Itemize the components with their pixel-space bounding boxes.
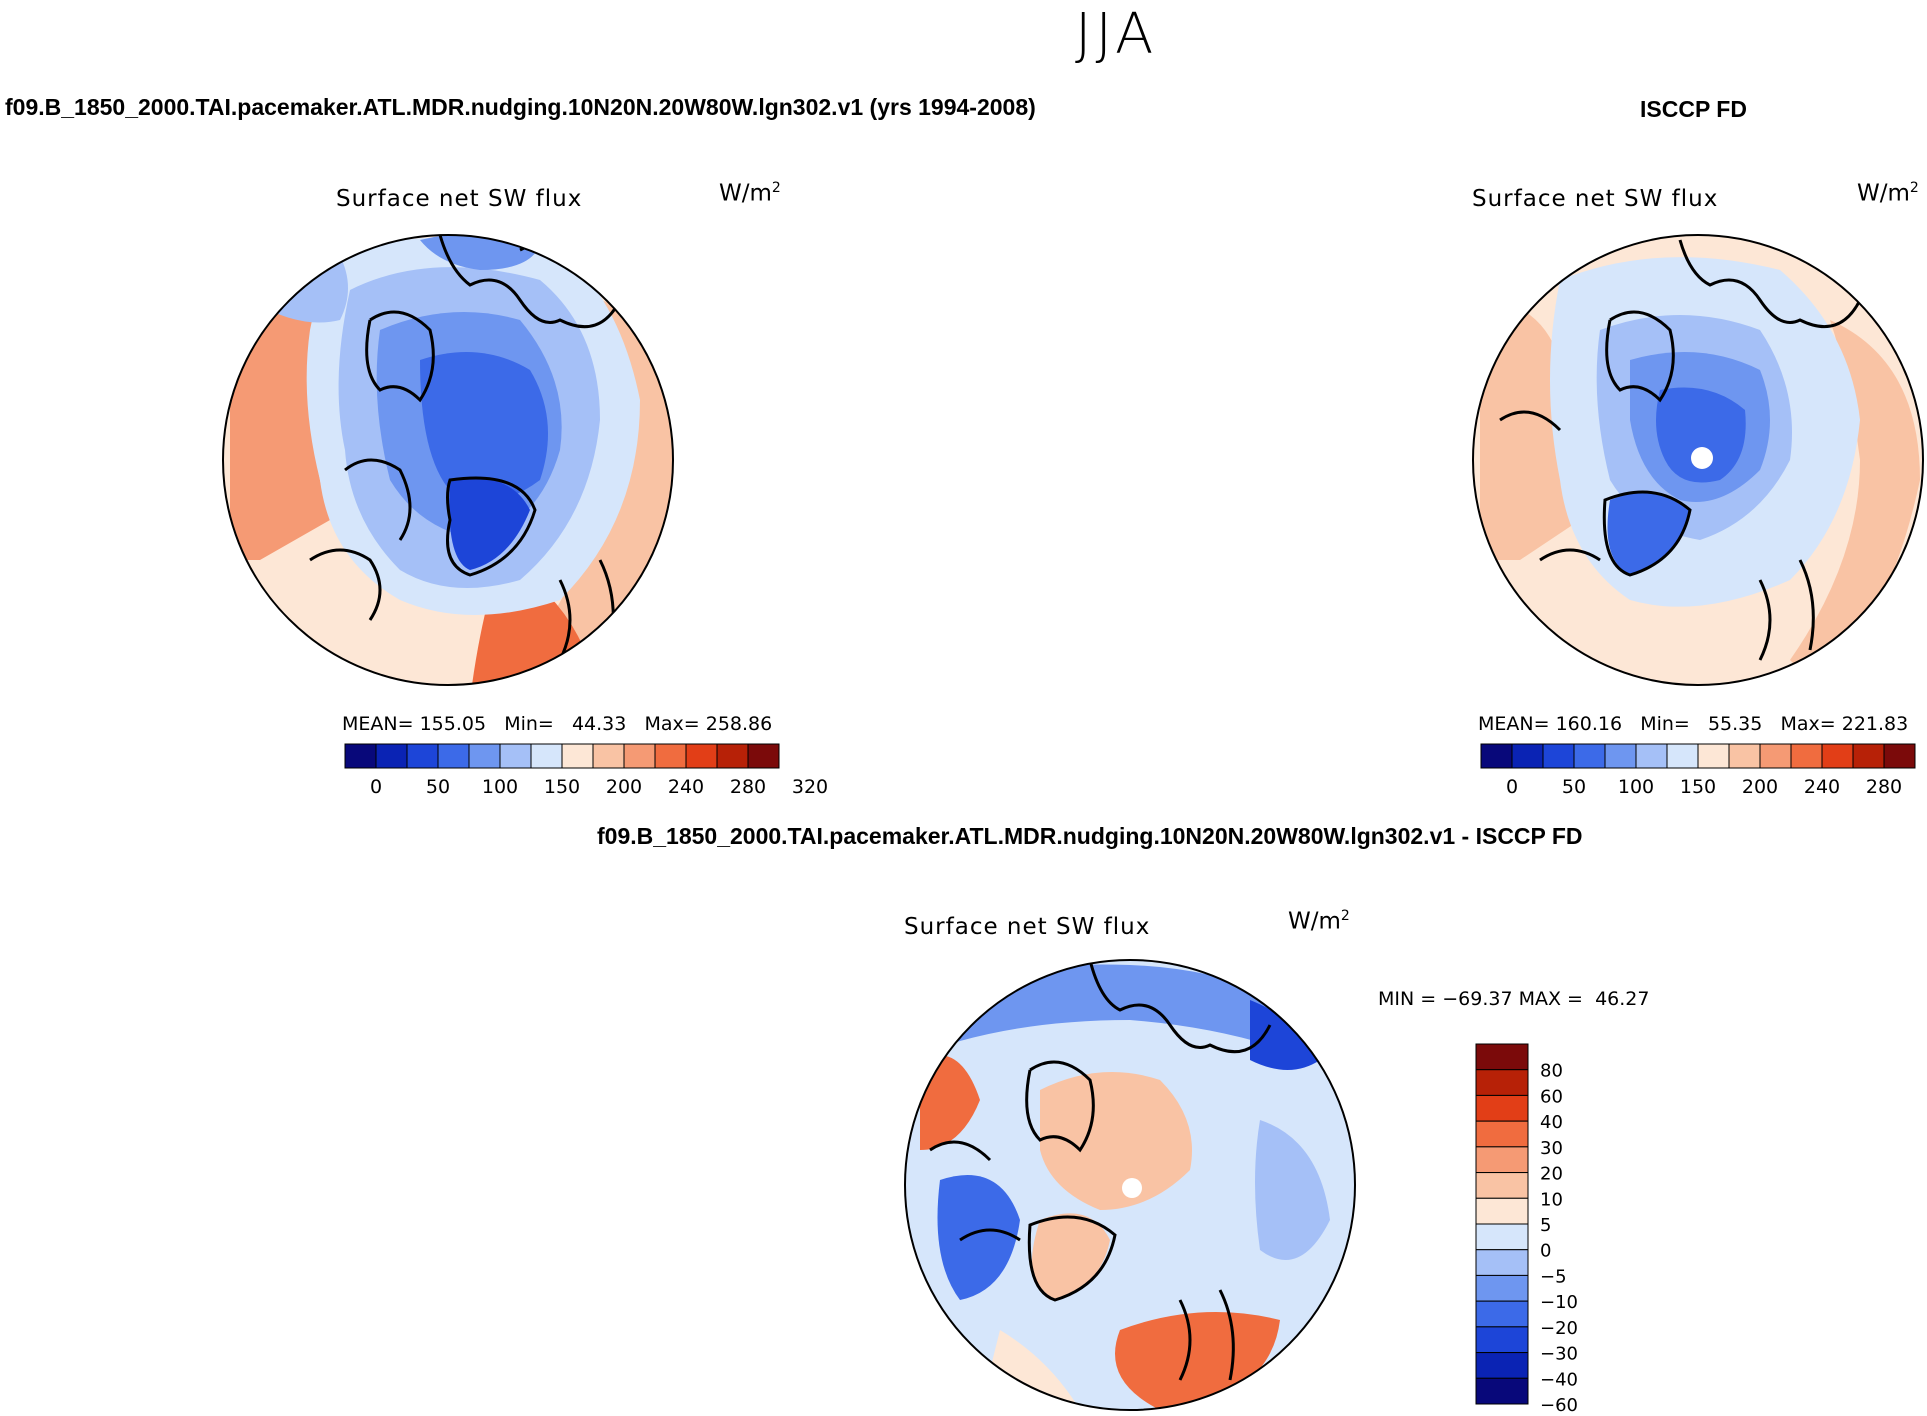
colorbar-tick-label: 80	[1540, 1061, 1563, 1082]
colorbar-tick-label: 10	[1540, 1189, 1563, 1210]
colorbar-swatch	[344, 743, 377, 769]
colorbar-tick-label: 0	[370, 776, 382, 798]
colorbar-swatch	[1697, 743, 1730, 769]
colorbar-tick-label: −5	[1540, 1266, 1567, 1287]
colorbar-swatch	[1480, 743, 1513, 769]
colorbar-swatch	[1573, 743, 1606, 769]
colorbar-swatch	[716, 743, 749, 769]
colorbar-swatch	[747, 743, 780, 769]
colorbar-swatch	[592, 743, 625, 769]
colorbar-swatch	[1511, 743, 1544, 769]
colorbar-swatch	[1604, 743, 1637, 769]
colorbar-swatch	[1475, 1300, 1529, 1328]
colorbar-swatch	[1475, 1094, 1529, 1122]
colorbar-tick-label: 100	[482, 776, 518, 798]
colorbar-tick-label: 320	[792, 776, 828, 798]
left-polar-map	[223, 235, 673, 685]
right-map-border	[1472, 234, 1924, 686]
colorbar-swatch	[1883, 743, 1916, 769]
colorbar-swatch	[1475, 1043, 1529, 1071]
colorbar-swatch	[561, 743, 594, 769]
colorbar-swatch	[654, 743, 687, 769]
colorbar-tick-label: 0	[1540, 1241, 1551, 1262]
diff-units: W/m2	[1288, 908, 1350, 935]
colorbar-swatch	[1821, 743, 1854, 769]
colorbar-swatch	[1542, 743, 1575, 769]
colorbar-tick-label: −30	[1540, 1344, 1578, 1365]
diff-panel-title: Surface net SW flux	[904, 914, 1151, 940]
right-units: W/m2	[1857, 180, 1919, 207]
colorbar-swatch	[1475, 1069, 1529, 1096]
season-title: JJA	[1075, 2, 1158, 67]
colorbar-tick-label: 60	[1540, 1086, 1563, 1107]
colorbar-swatch	[1475, 1172, 1529, 1199]
colorbar-tick-label: −20	[1540, 1318, 1578, 1339]
colorbar-tick-label: −10	[1540, 1292, 1578, 1313]
colorbar-swatch	[623, 743, 656, 769]
colorbar-swatch	[1475, 1223, 1529, 1251]
diff-polar-map	[905, 960, 1355, 1410]
colorbar-swatch	[468, 743, 501, 769]
colorbar-swatch	[1759, 743, 1792, 769]
colorbar-tick-label: 5	[1540, 1215, 1551, 1236]
diff-coastlines	[929, 960, 1272, 1381]
colorbar-tick-label: 200	[606, 776, 642, 798]
colorbar-tick-label: −60	[1540, 1395, 1578, 1416]
colorbar-swatch	[1852, 743, 1885, 769]
colorbar-tick-label: 0	[1506, 776, 1518, 798]
colorbar-swatch	[1475, 1197, 1529, 1225]
colorbar-tick-label: 150	[1680, 776, 1716, 798]
diff-case-title: f09.B_1850_2000.TAI.pacemaker.ATL.MDR.nu…	[597, 823, 1583, 849]
colorbar-swatch	[499, 743, 532, 769]
colorbar-tick-label: 30	[1540, 1138, 1563, 1159]
colorbar-tick-label: 240	[668, 776, 704, 798]
colorbar-swatch	[1475, 1274, 1529, 1302]
left-stats: MEAN= 155.05 Min= 44.33 Max= 258.86	[342, 713, 773, 735]
right-coastlines	[1499, 239, 1862, 661]
diff-map-border	[904, 959, 1356, 1411]
right-panel-title: Surface net SW flux	[1472, 186, 1719, 212]
left-map-border	[222, 234, 674, 686]
colorbar-swatch	[1666, 743, 1699, 769]
colorbar-swatch	[1728, 743, 1761, 769]
colorbar-tick-label: 150	[544, 776, 580, 798]
left-colorbar: 0 50 100 150 200 240 280 320	[344, 743, 828, 798]
colorbar-tick-label: 20	[1540, 1164, 1563, 1185]
colorbar-tick-label: 40	[1540, 1112, 1563, 1133]
colorbar-tick-label: 50	[1562, 776, 1586, 798]
colorbar-swatch	[1790, 743, 1823, 769]
colorbar-tick-label: 200	[1742, 776, 1778, 798]
colorbar-tick-label: 280	[730, 776, 766, 798]
colorbar-tick-label: −40	[1540, 1369, 1578, 1390]
left-panel-title: Surface net SW flux	[336, 186, 583, 212]
colorbar-swatch	[1475, 1249, 1529, 1276]
right-case-title: ISCCP FD	[1640, 96, 1747, 122]
right-polar-map	[1473, 235, 1923, 685]
colorbar-tick-label: 280	[1866, 776, 1902, 798]
left-case-title: f09.B_1850_2000.TAI.pacemaker.ATL.MDR.nu…	[5, 94, 1036, 120]
colorbar-swatch	[1475, 1326, 1529, 1354]
colorbar-swatch	[1475, 1120, 1529, 1148]
colorbar-tick-label: 100	[1618, 776, 1654, 798]
colorbar-swatch	[1635, 743, 1668, 769]
colorbar-swatch	[530, 743, 563, 769]
colorbar-swatch	[1475, 1377, 1529, 1405]
colorbar-swatch	[1475, 1352, 1529, 1379]
colorbar-swatch	[685, 743, 718, 769]
colorbar-tick-label: 240	[1804, 776, 1840, 798]
colorbar-swatch	[1475, 1146, 1529, 1174]
right-stats: MEAN= 160.16 Min= 55.35 Max= 221.83	[1478, 713, 1909, 735]
colorbar-swatch	[375, 743, 408, 769]
colorbar-tick-label: 50	[426, 776, 450, 798]
diff-stats: MIN = −69.37 MAX = 46.27	[1378, 988, 1650, 1010]
colorbar-swatch	[406, 743, 439, 769]
colorbar-swatch	[437, 743, 470, 769]
left-units: W/m2	[719, 180, 781, 207]
